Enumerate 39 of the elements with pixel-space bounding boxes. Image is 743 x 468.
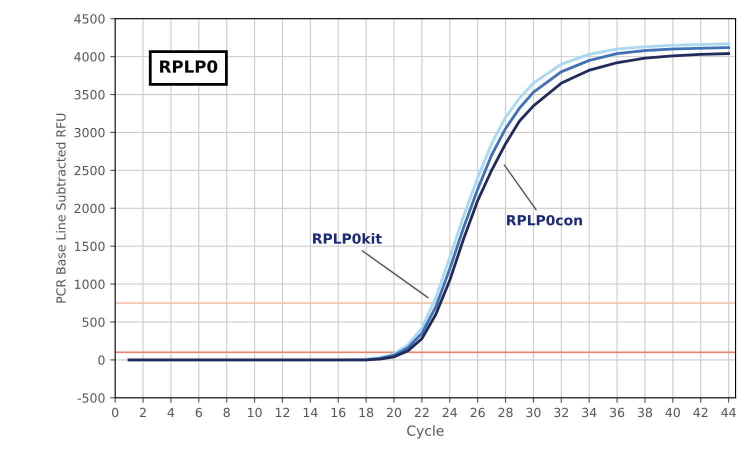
x-tick-label: 22	[414, 408, 429, 418]
annotation: RPLP0	[160, 60, 218, 73]
y-tick-label: 1500	[75, 242, 105, 252]
x-tick-label: 38	[638, 408, 652, 418]
x-tick-label: 10	[248, 408, 262, 418]
x-tick-label: 26	[470, 408, 485, 418]
x-tick-label: 32	[554, 408, 568, 418]
x-tick-label: 6	[196, 408, 202, 418]
x-tick-label: 4	[168, 408, 174, 418]
x-tick-label: 30	[526, 408, 541, 418]
x-tick-label: 24	[442, 408, 458, 418]
y-tick-label: 500	[82, 317, 105, 327]
y-tick-label: 2000	[74, 204, 105, 214]
x-tick-label: 16	[332, 408, 346, 418]
y-tick-label: 1000	[75, 280, 105, 290]
y-tick-label: 3500	[74, 90, 105, 100]
x-tick-label: 14	[304, 408, 318, 418]
x-tick-label: 36	[610, 408, 624, 418]
x-tick-label: 12	[276, 408, 290, 418]
y-tick-label: 0	[98, 355, 105, 365]
x-tick-label: 42	[693, 408, 708, 418]
x-tick-label: 0	[112, 408, 118, 418]
x-tick-label: 28	[498, 408, 513, 418]
y-tick-label: 4000	[74, 52, 105, 62]
y-tick-label: 4500	[74, 14, 105, 24]
y-axis-title: PCR Base Line Subtracted RFU	[56, 114, 66, 303]
x-tick-label: 18	[360, 408, 374, 418]
x-tick-label: 40	[665, 408, 680, 418]
y-tick-label: 3000	[74, 128, 105, 138]
x-axis-title: Cycle	[407, 425, 444, 439]
annotation: RPLP0kit	[313, 233, 382, 244]
x-tick-label: 44	[721, 408, 736, 418]
x-tick-label: 2	[140, 408, 146, 418]
x-tick-label: 8	[224, 408, 230, 418]
x-tick-label: 20	[386, 408, 402, 418]
annotation: RPLP0con	[507, 214, 582, 226]
x-tick-label: 34	[582, 408, 596, 418]
y-tick-label: -500	[78, 393, 105, 403]
y-tick-label: 2500	[74, 166, 105, 176]
